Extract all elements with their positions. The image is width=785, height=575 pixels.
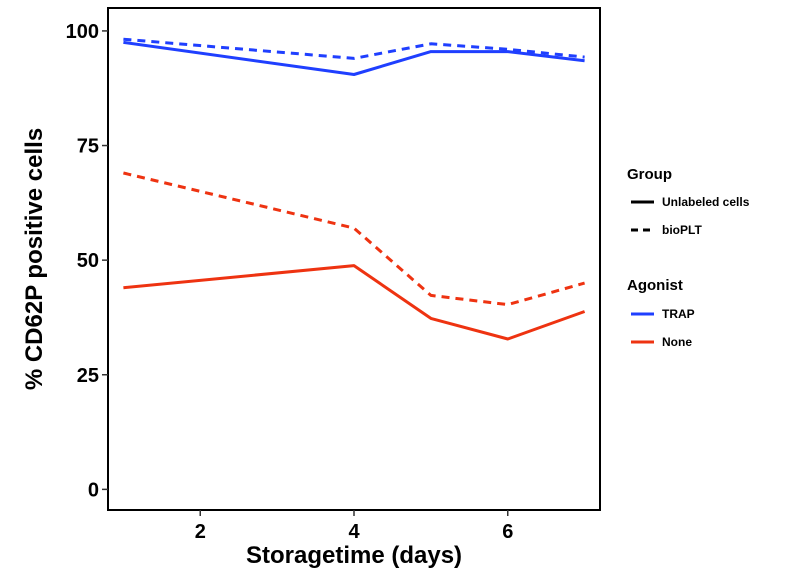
legend-title-agonist: Agonist: [627, 277, 683, 294]
x-tick-label: 4: [348, 521, 360, 543]
legend-label-unlabeled-cells: Unlabeled cells: [662, 195, 750, 209]
series-line-trap-bioplt: [123, 37, 585, 60]
y-tick-label: 0: [88, 479, 99, 501]
legend-label-trap: TRAP: [662, 307, 695, 321]
plot-area: [123, 37, 586, 341]
legend: Group Unlabeled cells bioPLT Agonist TRA…: [627, 166, 750, 349]
x-axis: 2 4 6: [195, 510, 513, 543]
x-tick-label: 2: [195, 521, 206, 543]
series-line-none-unlabeled-cells: [123, 264, 586, 341]
x-axis-title: Storagetime (days): [246, 542, 462, 569]
legend-label-bioplt: bioPLT: [662, 223, 702, 237]
y-axis: 0 25 50 75 100: [66, 21, 108, 501]
y-tick-label: 25: [77, 365, 99, 387]
series-line-none-bioplt: [123, 171, 586, 307]
y-tick-label: 75: [77, 136, 99, 158]
y-tick-label: 50: [77, 250, 99, 272]
y-axis-title: % CD62P positive cells: [21, 128, 48, 390]
plot-panel-border: [107, 7, 601, 511]
y-tick-label: 100: [66, 21, 99, 43]
series-line-trap-unlabeled-cells: [123, 40, 585, 76]
x-tick-label: 6: [502, 521, 513, 543]
legend-label-none: None: [662, 335, 692, 349]
legend-title-group: Group: [627, 166, 672, 183]
